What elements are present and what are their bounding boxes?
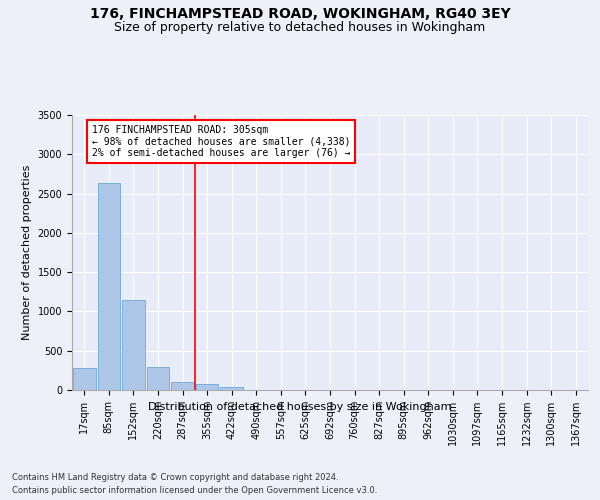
- Text: Contains HM Land Registry data © Crown copyright and database right 2024.: Contains HM Land Registry data © Crown c…: [12, 472, 338, 482]
- Bar: [220, 387, 243, 390]
- Bar: [122, 300, 145, 390]
- Text: Contains public sector information licensed under the Open Government Licence v3: Contains public sector information licen…: [12, 486, 377, 495]
- Y-axis label: Number of detached properties: Number of detached properties: [22, 165, 32, 340]
- Bar: [196, 384, 218, 390]
- Text: Size of property relative to detached houses in Wokingham: Size of property relative to detached ho…: [115, 21, 485, 34]
- Text: 176, FINCHAMPSTEAD ROAD, WOKINGHAM, RG40 3EY: 176, FINCHAMPSTEAD ROAD, WOKINGHAM, RG40…: [89, 8, 511, 22]
- Text: Distribution of detached houses by size in Wokingham: Distribution of detached houses by size …: [148, 402, 452, 412]
- Bar: [73, 368, 95, 390]
- Text: 176 FINCHAMPSTEAD ROAD: 305sqm
← 98% of detached houses are smaller (4,338)
2% o: 176 FINCHAMPSTEAD ROAD: 305sqm ← 98% of …: [92, 125, 350, 158]
- Bar: [171, 382, 194, 390]
- Bar: [98, 184, 120, 390]
- Bar: [146, 367, 169, 390]
